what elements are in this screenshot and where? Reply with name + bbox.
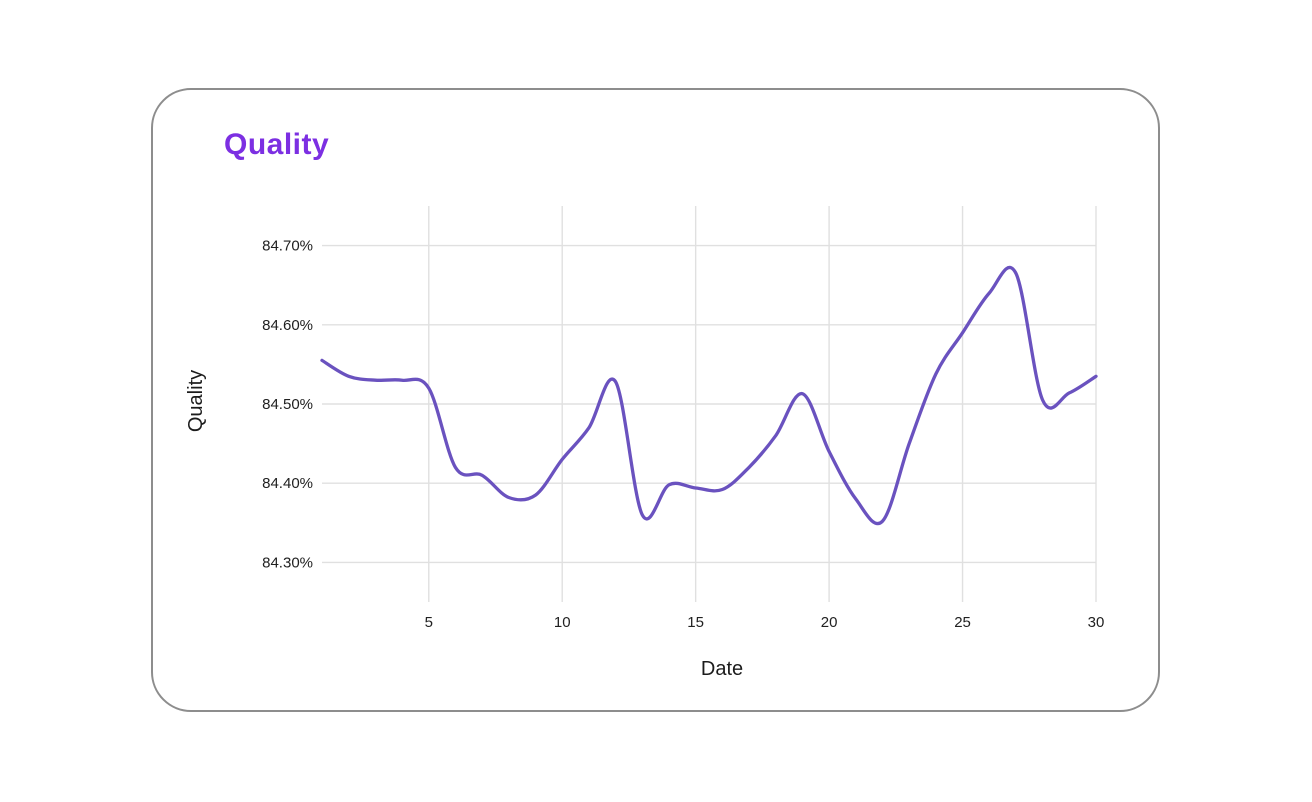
x-tick-label: 25 bbox=[954, 614, 971, 631]
x-axis-title: Date bbox=[700, 658, 744, 680]
x-tick-label: 5 bbox=[425, 614, 433, 631]
quality-line-chart: 84.70% 84.60% 84.50% 84.40% 84.30% 5 10 15 20 25 3… bbox=[262, 206, 1105, 631]
y-tick-label: 84.40% bbox=[262, 475, 313, 492]
x-tick-label: 30 bbox=[1088, 614, 1105, 631]
y-tick-label: 84.50% bbox=[262, 396, 313, 413]
y-tick-label: 84.30% bbox=[262, 554, 313, 571]
x-tick-label: 20 bbox=[821, 614, 838, 631]
chart-title: Quality bbox=[224, 128, 330, 161]
y-axis-title: Quality bbox=[185, 369, 207, 433]
series-line bbox=[320, 265, 1098, 526]
chart-card: Quality 84.70% 84.60% 84.50% 84.40% 84.30% 5 1… bbox=[151, 88, 1160, 712]
y-tick-label: 84.60% bbox=[262, 317, 313, 334]
x-tick-label: 10 bbox=[554, 614, 571, 631]
y-tick-label: 84.70% bbox=[262, 238, 313, 255]
x-tick-label: 15 bbox=[687, 614, 704, 631]
